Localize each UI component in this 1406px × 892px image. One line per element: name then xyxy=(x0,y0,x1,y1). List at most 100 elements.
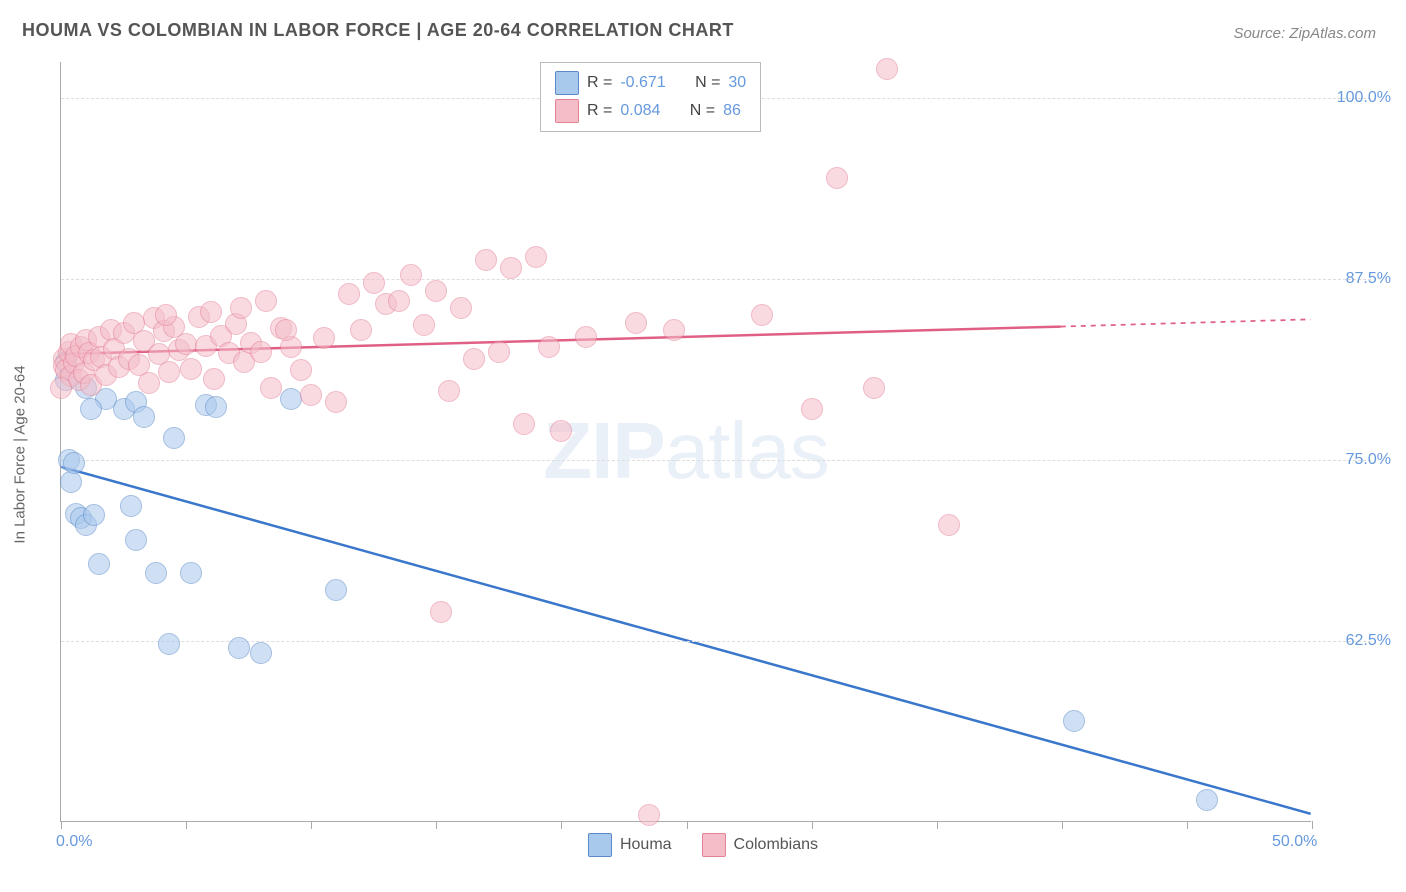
data-point xyxy=(1063,710,1085,732)
legend-swatch xyxy=(555,71,579,95)
data-point xyxy=(158,633,180,655)
stat-n-value: 86 xyxy=(723,102,741,120)
data-point xyxy=(430,601,452,623)
data-point xyxy=(450,297,472,319)
stat-n-value: 30 xyxy=(728,74,746,92)
data-point xyxy=(1196,789,1218,811)
data-point xyxy=(88,553,110,575)
gridline xyxy=(61,279,1371,280)
data-point xyxy=(625,312,647,334)
data-point xyxy=(50,377,72,399)
stat-n-label: N = xyxy=(695,74,720,92)
plot-area: ZIPatlas 62.5%75.0%87.5%100.0%0.0%50.0% xyxy=(60,62,1311,822)
x-tick xyxy=(1187,821,1188,829)
data-point xyxy=(513,413,535,435)
x-tick xyxy=(687,821,688,829)
stat-r-label: R = xyxy=(587,102,612,120)
source-attribution: Source: ZipAtlas.com xyxy=(1233,25,1376,42)
stats-legend: R = -0.671 N = 30R = 0.084 N = 86 xyxy=(540,62,761,132)
y-axis-label: In Labor Force | Age 20-64 xyxy=(12,365,29,543)
data-point xyxy=(500,257,522,279)
data-point xyxy=(83,504,105,526)
data-point xyxy=(388,290,410,312)
x-tick xyxy=(186,821,187,829)
data-point xyxy=(413,314,435,336)
data-point xyxy=(938,514,960,536)
stat-r-value: -0.671 xyxy=(620,74,665,92)
data-point xyxy=(475,249,497,271)
trend-line-extension xyxy=(1061,319,1311,326)
data-point xyxy=(203,368,225,390)
data-point xyxy=(525,246,547,268)
stats-legend-row: R = 0.084 N = 86 xyxy=(555,97,746,125)
x-tick xyxy=(311,821,312,829)
data-point xyxy=(230,297,252,319)
y-tick-label: 100.0% xyxy=(1321,89,1391,107)
data-point xyxy=(228,637,250,659)
data-point xyxy=(863,377,885,399)
data-point xyxy=(425,280,447,302)
data-point xyxy=(550,420,572,442)
x-tick xyxy=(812,821,813,829)
data-point xyxy=(60,471,82,493)
data-point xyxy=(350,319,372,341)
data-point xyxy=(575,326,597,348)
data-point xyxy=(250,642,272,664)
data-point xyxy=(275,319,297,341)
data-point xyxy=(200,301,222,323)
data-point xyxy=(125,529,147,551)
data-point xyxy=(751,304,773,326)
data-point xyxy=(145,562,167,584)
data-point xyxy=(290,359,312,381)
data-point xyxy=(155,304,177,326)
data-point xyxy=(163,427,185,449)
data-point xyxy=(205,396,227,418)
data-point xyxy=(63,452,85,474)
data-point xyxy=(663,319,685,341)
x-tick-label: 50.0% xyxy=(1272,833,1317,851)
x-tick xyxy=(937,821,938,829)
data-point xyxy=(338,283,360,305)
x-tick xyxy=(1312,821,1313,829)
data-point xyxy=(638,804,660,826)
data-point xyxy=(80,398,102,420)
data-point xyxy=(250,341,272,363)
x-tick xyxy=(436,821,437,829)
stat-r-value: 0.084 xyxy=(620,102,660,120)
data-point xyxy=(400,264,422,286)
data-point xyxy=(325,391,347,413)
data-point xyxy=(313,327,335,349)
legend-item: Houma xyxy=(588,833,672,857)
watermark: ZIPatlas xyxy=(543,405,828,497)
y-tick-label: 87.5% xyxy=(1321,270,1391,288)
data-point xyxy=(438,380,460,402)
data-point xyxy=(463,348,485,370)
data-point xyxy=(175,333,197,355)
x-tick-label: 0.0% xyxy=(56,833,92,851)
stat-r-label: R = xyxy=(587,74,612,92)
data-point xyxy=(180,358,202,380)
stat-n-label: N = xyxy=(690,102,715,120)
data-point xyxy=(801,398,823,420)
stats-legend-row: R = -0.671 N = 30 xyxy=(555,69,746,97)
data-point xyxy=(158,361,180,383)
data-point xyxy=(133,406,155,428)
data-point xyxy=(138,372,160,394)
legend-swatch xyxy=(588,833,612,857)
data-point xyxy=(260,377,282,399)
legend-label: Colombians xyxy=(734,836,818,854)
y-tick-label: 75.0% xyxy=(1321,451,1391,469)
data-point xyxy=(876,58,898,80)
x-tick xyxy=(561,821,562,829)
data-point xyxy=(488,341,510,363)
chart-title: HOUMA VS COLOMBIAN IN LABOR FORCE | AGE … xyxy=(22,20,734,41)
data-point xyxy=(120,495,142,517)
data-point xyxy=(180,562,202,584)
series-legend: Houma Colombians xyxy=(588,833,818,857)
data-point xyxy=(325,579,347,601)
data-point xyxy=(255,290,277,312)
data-point xyxy=(280,388,302,410)
data-point xyxy=(538,336,560,358)
x-tick xyxy=(61,821,62,829)
data-point xyxy=(363,272,385,294)
